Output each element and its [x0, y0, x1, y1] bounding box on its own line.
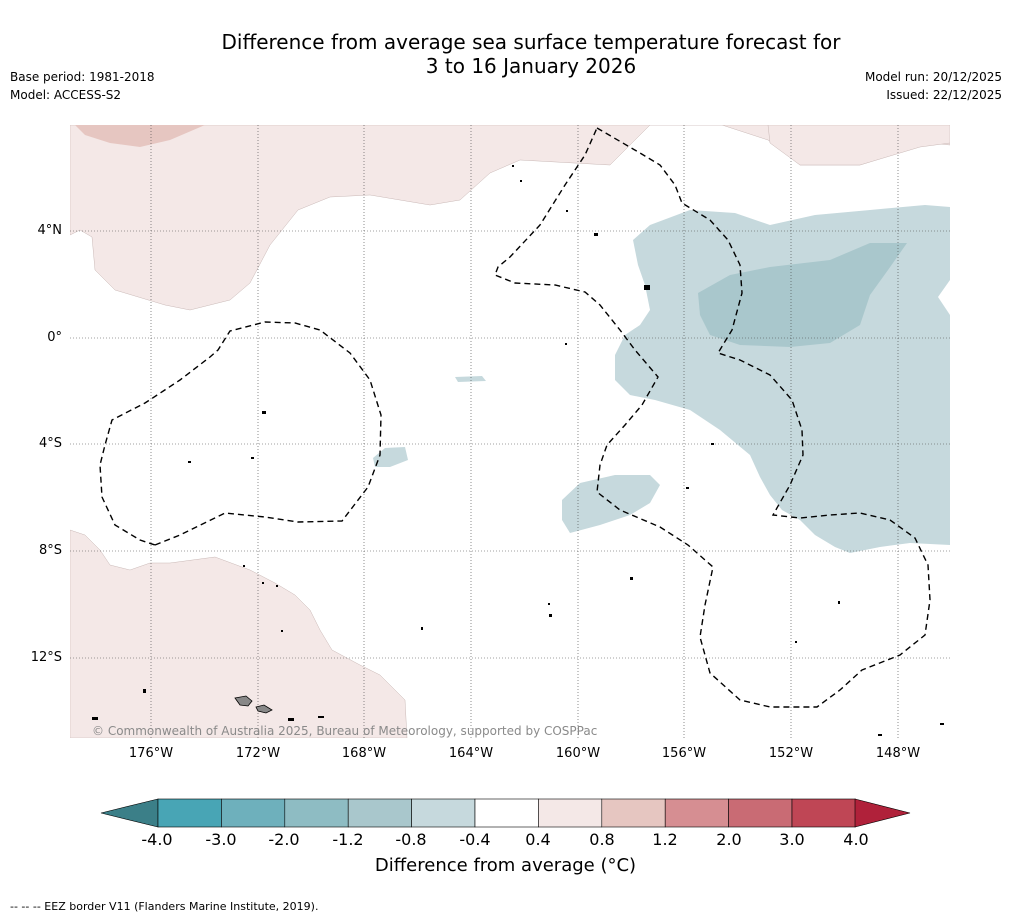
cb-tick-11: 4.0 [843, 830, 869, 849]
title-line-2: 3 to 16 January 2026 [425, 54, 637, 78]
base-period: Base period: 1981-2018 [10, 70, 155, 84]
lon-label-152w: 152°W [768, 746, 814, 761]
meta-right: Model run: 20/12/2025 Issued: 22/12/2025 [865, 68, 1002, 104]
islands [92, 165, 944, 736]
lat-label-4n: 4°N [37, 223, 63, 238]
title-line-1: Difference from average sea surface temp… [221, 30, 841, 54]
meta-left: Base period: 1981-2018 Model: ACCESS-S2 [10, 68, 155, 104]
warm-anomaly-northeast [767, 125, 950, 166]
gridlines [70, 125, 950, 738]
cb-tick-6: 0.4 [525, 830, 551, 849]
colorbar-bin-6 [538, 798, 603, 828]
cool-anomaly-patch-small-1 [373, 447, 408, 467]
cb-tick-3: -1.2 [332, 830, 364, 849]
warm-anomaly-southwest [70, 529, 408, 738]
colorbar [100, 798, 911, 828]
colorbar-bin-10 [791, 798, 856, 828]
issued-date: Issued: 22/12/2025 [886, 88, 1002, 102]
chart-title: Difference from average sea surface temp… [0, 30, 1011, 78]
colorbar-bin-8 [664, 798, 729, 828]
model-run: Model run: 20/12/2025 [864, 70, 1002, 84]
lat-label-4s: 4°S [38, 436, 62, 451]
cb-tick-0: -4.0 [141, 830, 173, 849]
colorbar-over-arrow [854, 798, 911, 828]
eez-footnote: -- -- -- EEZ border V11 (Flanders Marine… [10, 900, 319, 913]
cb-tick-2: -2.0 [268, 830, 300, 849]
colorbar-bin-9 [728, 798, 793, 828]
cool-anomaly-core [698, 243, 907, 347]
eez-borders [99, 127, 931, 708]
cool-anomaly-patch-south [562, 475, 660, 533]
lat-label-0: 0° [47, 330, 62, 345]
cb-tick-5: -0.4 [459, 830, 491, 849]
copyright-notice: © Commonwealth of Australia 2025, Bureau… [92, 724, 598, 738]
lon-label-148w: 148°W [875, 746, 921, 761]
cb-tick-4: -0.8 [395, 830, 427, 849]
cb-tick-1: -3.0 [205, 830, 237, 849]
lat-label-12s: 12°S [30, 650, 62, 665]
colorbar-under-arrow [100, 798, 159, 828]
eez-border-tokelau-area [99, 321, 382, 546]
cb-tick-7: 0.8 [589, 830, 615, 849]
colorbar-bin-7 [601, 798, 666, 828]
colorbar-bin-3 [347, 798, 412, 828]
lon-label-156w: 156°W [661, 746, 707, 761]
colorbar-bin-4 [411, 798, 476, 828]
samoa-islands [234, 695, 273, 714]
colorbar-bin-0 [157, 798, 222, 828]
lon-label-176w: 176°W [128, 746, 174, 761]
lon-label-164w: 164°W [448, 746, 494, 761]
cool-anomaly-patch-small-2 [455, 376, 486, 382]
model-name: Model: ACCESS-S2 [10, 88, 122, 102]
cb-tick-10: 3.0 [779, 830, 805, 849]
lon-label-172w: 172°W [235, 746, 281, 761]
cb-tick-8: 1.2 [652, 830, 678, 849]
warm-anomaly-north-darker [75, 125, 205, 147]
colorbar-bin-1 [221, 798, 286, 828]
colorbar-bin-5 [474, 798, 539, 828]
colorbar-bins [157, 798, 856, 828]
colorbar-label: Difference from average (°C) [374, 855, 637, 876]
lat-label-8s: 8°S [38, 543, 62, 558]
lon-label-168w: 168°W [341, 746, 387, 761]
sst-anomaly-map [70, 125, 950, 738]
lon-label-160w: 160°W [555, 746, 601, 761]
cb-tick-9: 2.0 [716, 830, 742, 849]
eez-border-kiribati-phoenix [494, 127, 931, 708]
colorbar-bin-2 [284, 798, 349, 828]
